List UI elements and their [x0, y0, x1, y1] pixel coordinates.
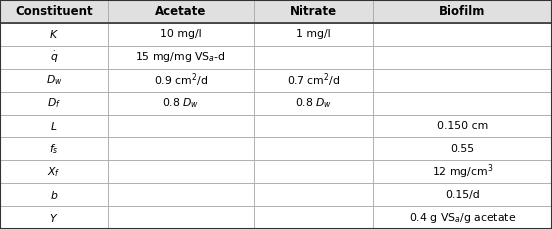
Bar	[373, 206, 552, 229]
Text: 0.9 cm$^2$/d: 0.9 cm$^2$/d	[153, 71, 208, 89]
Bar	[373, 92, 552, 114]
Bar	[373, 183, 552, 206]
Bar	[373, 114, 552, 137]
Text: 12 mg/cm$^3$: 12 mg/cm$^3$	[432, 162, 493, 181]
Bar	[373, 46, 552, 69]
Bar	[108, 183, 254, 206]
Text: 0.7 cm$^2$/d: 0.7 cm$^2$/d	[286, 71, 340, 89]
Bar	[108, 23, 254, 46]
Text: 0.8 $D_w$: 0.8 $D_w$	[295, 96, 332, 110]
Bar	[0, 183, 108, 206]
Bar	[254, 69, 373, 92]
Bar	[108, 46, 254, 69]
Bar	[0, 46, 108, 69]
Bar	[254, 92, 373, 114]
Bar	[254, 137, 373, 160]
Bar	[254, 114, 373, 137]
Bar	[373, 137, 552, 160]
Bar	[108, 114, 254, 137]
Bar	[108, 137, 254, 160]
Bar	[254, 46, 373, 69]
Text: 1 mg/l: 1 mg/l	[296, 29, 331, 39]
Text: $Y$: $Y$	[49, 212, 59, 224]
Text: 15 mg/mg VS$_a$-d: 15 mg/mg VS$_a$-d	[135, 50, 226, 64]
Bar	[254, 23, 373, 46]
Text: $b$: $b$	[50, 189, 58, 201]
Text: 0.15/d: 0.15/d	[445, 190, 480, 200]
Bar	[254, 0, 373, 23]
Text: $X_f$: $X_f$	[47, 165, 61, 179]
Text: 0.55: 0.55	[450, 144, 474, 154]
Text: $K$: $K$	[49, 28, 59, 40]
Text: $D_w$: $D_w$	[45, 73, 62, 87]
Bar	[373, 69, 552, 92]
Text: Nitrate: Nitrate	[290, 5, 337, 18]
Bar	[0, 206, 108, 229]
Text: $f_s$: $f_s$	[49, 142, 59, 156]
Text: Acetate: Acetate	[155, 5, 206, 18]
Text: 0.150 cm: 0.150 cm	[437, 121, 488, 131]
Bar	[108, 0, 254, 23]
Bar	[108, 92, 254, 114]
Text: 0.8 $D_w$: 0.8 $D_w$	[162, 96, 199, 110]
Text: 10 mg/l: 10 mg/l	[160, 29, 201, 39]
Text: Constituent: Constituent	[15, 5, 93, 18]
Bar	[0, 114, 108, 137]
Bar	[373, 160, 552, 183]
Bar	[0, 92, 108, 114]
Text: $\dot{q}$: $\dot{q}$	[50, 50, 58, 65]
Bar	[0, 160, 108, 183]
Text: $D_f$: $D_f$	[47, 96, 61, 110]
Bar	[254, 206, 373, 229]
Text: 0.4 g VS$_a$/g acetate: 0.4 g VS$_a$/g acetate	[408, 210, 516, 225]
Bar	[373, 0, 552, 23]
Bar	[108, 69, 254, 92]
Bar	[254, 183, 373, 206]
Bar	[0, 0, 108, 23]
Bar	[254, 160, 373, 183]
Text: Biofilm: Biofilm	[439, 5, 486, 18]
Bar	[0, 137, 108, 160]
Bar	[373, 23, 552, 46]
Bar	[108, 206, 254, 229]
Bar	[0, 23, 108, 46]
Bar	[0, 69, 108, 92]
Text: $L$: $L$	[50, 120, 57, 132]
Bar	[108, 160, 254, 183]
